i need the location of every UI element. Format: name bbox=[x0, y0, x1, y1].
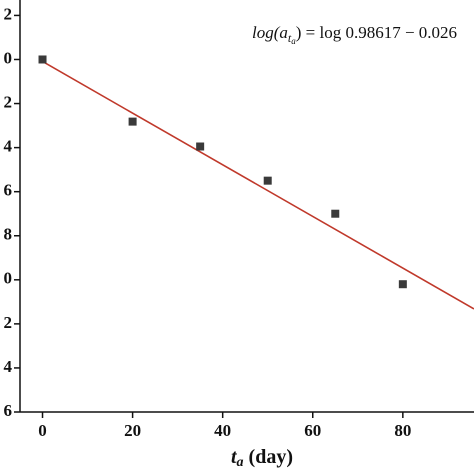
x-label-var: t bbox=[231, 446, 238, 468]
y-tick-label: 4 bbox=[4, 137, 13, 156]
y-tick-label: 0 bbox=[4, 48, 13, 67]
x-label-sub: a bbox=[237, 455, 244, 470]
y-tick-label: 2 bbox=[4, 92, 13, 111]
y-tick-label: 4 bbox=[4, 357, 13, 376]
equation-subsub: a bbox=[291, 36, 296, 46]
data-point bbox=[331, 209, 340, 218]
equation: log(ata) = log 0.98617 − 0.026 bbox=[252, 23, 457, 46]
data-point bbox=[38, 55, 47, 64]
x-tick-label: 20 bbox=[124, 421, 141, 440]
x-tick-label: 0 bbox=[38, 421, 47, 440]
x-tick-label: 60 bbox=[304, 421, 321, 440]
y-tick-label: 6 bbox=[4, 401, 13, 420]
equation-part: log(a bbox=[252, 23, 288, 42]
y-tick-label: 0 bbox=[4, 269, 13, 288]
data-point bbox=[128, 117, 137, 126]
data-point bbox=[196, 142, 205, 151]
equation-sub: t bbox=[288, 31, 292, 45]
data-point bbox=[263, 176, 272, 185]
data-point bbox=[398, 280, 407, 289]
y-tick-label: 6 bbox=[4, 181, 13, 200]
x-tick-label: 40 bbox=[214, 421, 231, 440]
x-label-unit: (day) bbox=[244, 446, 293, 468]
y-tick-label: 2 bbox=[4, 313, 13, 332]
x-axis-label: ta (day) bbox=[231, 446, 293, 471]
x-tick-label: 80 bbox=[394, 421, 411, 440]
equation-part: ) = log 0.98617 − 0.026 bbox=[296, 23, 457, 42]
y-tick-label: 8 bbox=[4, 225, 13, 244]
y-tick-label: 2 bbox=[4, 4, 13, 23]
fit-line bbox=[42, 60, 474, 310]
